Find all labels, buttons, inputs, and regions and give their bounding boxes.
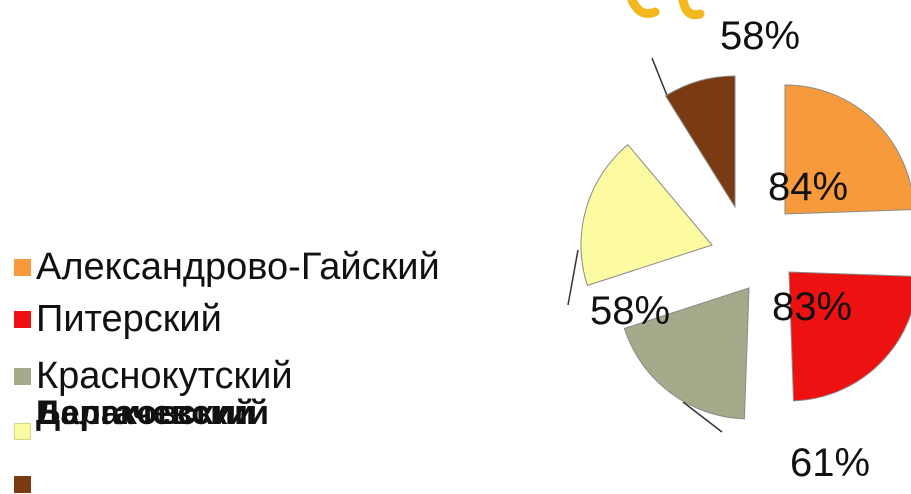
- legend-label-overlap-b: Балаковский: [36, 396, 255, 430]
- slice-aleksandrovo-gaysky: [784, 84, 911, 215]
- data-label-pitersky: 83%: [772, 285, 852, 329]
- legend-swatch-dergachevsky: [14, 423, 36, 440]
- legend-label-overlap-a: Дергачевский: [36, 396, 269, 430]
- legend-label: Александрово-Гайский: [36, 246, 440, 288]
- legend-swatch: [14, 310, 31, 328]
- leader-line-balakovsky: [651, 57, 669, 99]
- slice-balakovsky: [664, 75, 736, 209]
- legend-label: Краснокутский: [36, 355, 293, 397]
- data-label-dergachevsky: 58%: [590, 289, 670, 333]
- legend-label: Питерский: [36, 298, 222, 340]
- slice-krasnokutsky: [623, 287, 750, 420]
- pie-slices: [580, 75, 911, 420]
- data-label-aleksandrovo-gaysky: 84%: [768, 165, 848, 209]
- leader-line-dergachevsky: [567, 249, 579, 306]
- legend-item-pitersky: Питерский: [14, 300, 222, 338]
- legend-item-krasnokutsky: Краснокутский: [14, 357, 293, 395]
- legend-swatch: [14, 367, 31, 385]
- data-label-balakovsky: 58%: [720, 14, 800, 58]
- legend-swatch-balakovsky: [14, 476, 36, 493]
- legend: Александрово-Гайский Питерский Краснокут…: [14, 244, 534, 494]
- leader-line-krasnokutsky: [682, 401, 723, 433]
- legend-item-aleksandrovo-gaysky: Александрово-Гайский: [14, 248, 440, 286]
- legend-label: Балаковский: [36, 394, 255, 432]
- title-fragment: [627, 0, 705, 20]
- legend-swatch: [14, 476, 31, 493]
- legend-label: Дергачевский: [36, 394, 269, 432]
- slice-pitersky: [788, 271, 911, 402]
- data-label-krasnokutsky: 61%: [790, 441, 870, 485]
- legend-swatch: [14, 258, 31, 276]
- slice-dergachevsky: [580, 143, 713, 287]
- legend-swatch: [14, 423, 31, 440]
